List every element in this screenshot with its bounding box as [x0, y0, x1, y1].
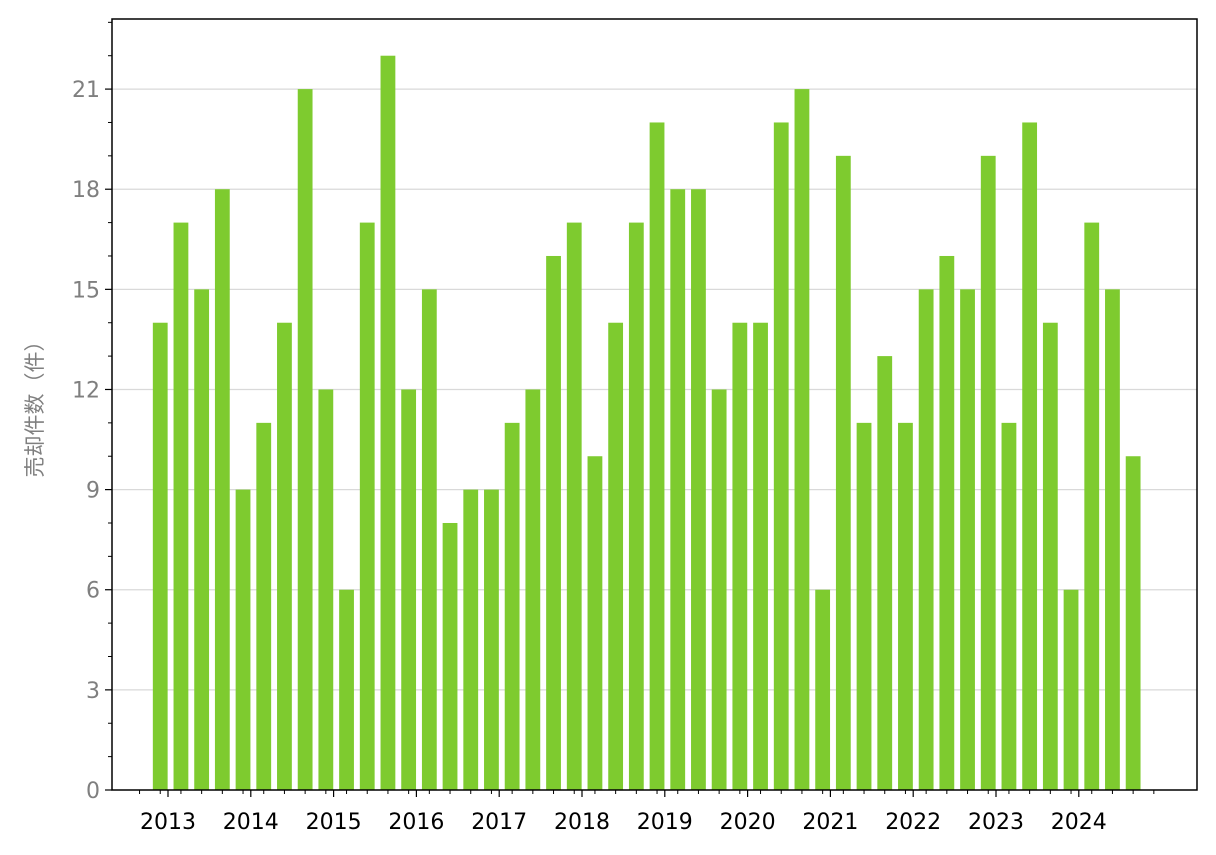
bar: [628, 222, 644, 790]
bar: [1105, 289, 1120, 790]
bar: [1022, 122, 1038, 790]
bar: [421, 289, 437, 790]
bar: [587, 456, 603, 790]
bar: [525, 389, 541, 790]
y-tick-label: 18: [72, 178, 100, 203]
y-tick-label: 3: [86, 679, 100, 704]
bar: [856, 422, 872, 790]
x-tick-label: 2014: [223, 810, 279, 835]
bar: [691, 189, 706, 791]
x-tick-label: 2023: [968, 810, 1024, 835]
bar: [877, 356, 893, 790]
bar: [277, 322, 292, 790]
x-tick-label: 2017: [471, 810, 527, 835]
bar: [939, 255, 955, 791]
bar: [235, 489, 251, 790]
x-tick-label: 2020: [720, 810, 776, 835]
bar: [960, 289, 975, 790]
bar: [835, 155, 851, 790]
y-tick-label: 15: [72, 278, 100, 303]
bar: [463, 489, 479, 790]
y-tick-label: 12: [72, 378, 100, 403]
y-tick-label: 6: [86, 579, 100, 604]
y-axis: 0 3 6 9 12 15 18 21: [72, 21, 112, 804]
x-tick-label: 2018: [554, 810, 610, 835]
bar: [339, 589, 354, 790]
x-tick-label: 2013: [140, 810, 196, 835]
bar: [1042, 322, 1058, 790]
y-tick-label: 0: [86, 779, 100, 804]
bar: [815, 589, 831, 790]
x-tick-label: 2016: [388, 810, 444, 835]
bar: [484, 489, 499, 790]
bar: [297, 89, 313, 790]
y-tick-label: 21: [72, 78, 100, 103]
bar: [898, 422, 913, 790]
x-tick-label: 2024: [1051, 810, 1107, 835]
bar: [380, 55, 396, 790]
bar: [649, 122, 665, 790]
x-axis: 2013 2014 2015 2016 2017 2018 2019 2020 2021 2022…: [139, 790, 1155, 835]
bar: [442, 522, 458, 790]
bar: [546, 255, 561, 791]
bar: [711, 389, 727, 790]
bar: [359, 222, 375, 790]
bar: [401, 389, 417, 790]
plot-frame: [111, 18, 1198, 791]
bar: [504, 422, 520, 790]
x-tick-label: 2019: [637, 810, 693, 835]
bar: [1125, 456, 1141, 790]
bar: [152, 322, 168, 790]
bar: [980, 155, 996, 790]
bar: [214, 189, 230, 791]
bar: [670, 189, 686, 791]
bar: [1001, 422, 1017, 790]
bar: [318, 389, 334, 790]
bar: [794, 89, 810, 790]
bar: [194, 289, 210, 790]
bar: [773, 122, 789, 790]
x-tick-label: 2021: [802, 810, 858, 835]
bar: [566, 222, 582, 790]
bar: [918, 289, 934, 790]
bar: [173, 222, 189, 790]
x-tick-label: 2022: [885, 810, 941, 835]
bar: [1063, 589, 1079, 790]
bar: [732, 322, 748, 790]
bar: [1084, 222, 1100, 790]
y-tick-label: 9: [86, 479, 100, 504]
bar: [753, 322, 768, 790]
bar: [256, 422, 272, 790]
x-tick-label: 2015: [306, 810, 362, 835]
y-axis-label: 売却件数（件）: [23, 331, 47, 478]
bar: [608, 322, 624, 790]
bars: [152, 55, 1141, 791]
